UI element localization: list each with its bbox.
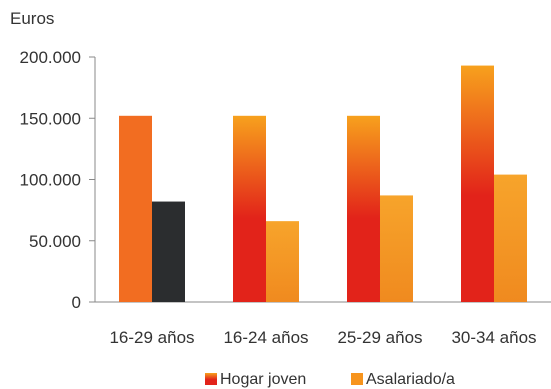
- legend: Hogar joven Asalariado/a: [205, 371, 455, 388]
- legend-label-hogar-joven: Hogar joven: [220, 371, 306, 388]
- y-axis-title: Euros: [10, 9, 54, 28]
- bar-asalariado-1: [152, 201, 185, 302]
- bar-hogar-joven-4: [461, 65, 494, 302]
- bar-asalariado-2: [266, 221, 299, 302]
- legend-swatch-hogar-joven: [205, 373, 217, 385]
- x-category-label: 16-29 años: [109, 328, 194, 347]
- bar-hogar-joven-3: [347, 115, 380, 302]
- x-axis-labels: 16-29 años 16-24 años 25-29 años 30-34 años: [109, 328, 536, 347]
- bar-asalariado-4: [494, 174, 527, 302]
- bar-hogar-joven-2: [233, 115, 266, 302]
- legend-swatch-asalariado: [351, 373, 363, 385]
- bar-asalariado-3: [380, 195, 413, 302]
- x-category-label: 16-24 años: [223, 328, 308, 347]
- x-category-label: 30-34 años: [451, 328, 536, 347]
- y-tick-label: 50.000: [29, 232, 81, 251]
- bars: [119, 65, 527, 302]
- legend-label-asalariado: Asalariado/a: [366, 371, 455, 388]
- y-tick-label: 0: [72, 293, 81, 312]
- bar-hogar-joven-1: [119, 115, 152, 302]
- y-tick-label: 200.000: [20, 48, 81, 67]
- y-tick-label: 100.000: [20, 171, 81, 190]
- y-tick-label: 150.000: [20, 109, 81, 128]
- y-axis: 0 50.000 100.000 150.000 200.000: [20, 48, 551, 312]
- x-category-label: 25-29 años: [337, 328, 422, 347]
